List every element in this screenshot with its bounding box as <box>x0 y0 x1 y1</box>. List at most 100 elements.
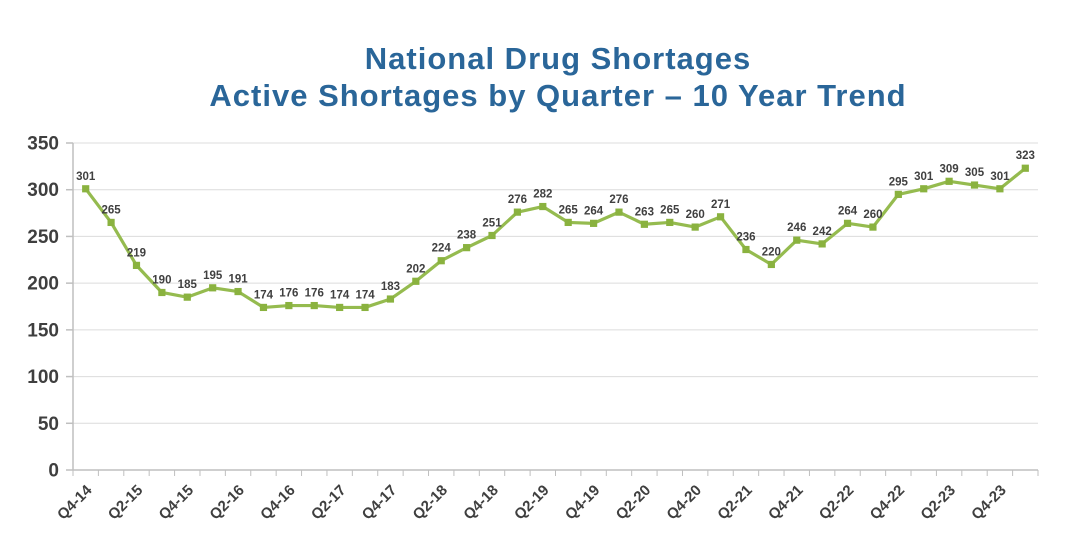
data-point-label: 185 <box>178 279 198 291</box>
data-point-marker <box>666 218 674 227</box>
data-point-label: 276 <box>508 194 527 206</box>
data-point-label: 260 <box>863 209 882 221</box>
data-point-label: 190 <box>152 274 171 286</box>
x-tick-label: Q4-21 <box>765 482 807 524</box>
data-point-marker <box>82 185 90 193</box>
data-point-marker <box>285 301 293 310</box>
x-tick-label: Q2-16 <box>206 482 248 524</box>
data-point-marker <box>158 288 166 297</box>
data-point-marker <box>513 208 522 216</box>
data-point-label: 276 <box>609 194 628 206</box>
x-tick-label: Q2-18 <box>410 482 452 524</box>
y-tick-label: 350 <box>27 134 59 155</box>
x-tick-label: Q2-19 <box>511 482 553 524</box>
data-point-label: 265 <box>559 204 579 216</box>
data-point-marker <box>336 303 344 312</box>
x-tick-label: Q4-20 <box>663 482 705 524</box>
data-point-marker <box>818 240 826 248</box>
data-point-label: 264 <box>838 205 858 217</box>
x-tick-label: Q2-20 <box>613 482 655 524</box>
data-point-marker <box>183 293 191 301</box>
data-point-marker <box>463 244 471 252</box>
data-point-marker <box>996 185 1004 193</box>
data-point-label: 176 <box>279 288 298 300</box>
data-point-marker <box>310 301 318 310</box>
data-point-label: 224 <box>432 243 452 255</box>
data-point-marker <box>589 219 598 227</box>
data-point-marker <box>716 213 725 221</box>
data-point-marker <box>894 190 902 198</box>
data-point-label: 265 <box>101 204 121 216</box>
x-tick-label: Q4-19 <box>562 482 604 524</box>
data-point-marker <box>539 202 547 211</box>
data-point-marker <box>615 208 623 216</box>
data-point-marker <box>361 303 369 312</box>
trend-line <box>84 166 1027 310</box>
data-point-label: 295 <box>889 176 909 188</box>
chart-title-line2: Active Shortages by Quarter – 10 Year Tr… <box>209 78 907 113</box>
data-point-label: 220 <box>762 246 781 258</box>
x-tick-label: Q4-16 <box>257 482 299 524</box>
data-point-label: 236 <box>736 232 755 244</box>
data-point-marker <box>386 295 395 303</box>
y-tick-label: 100 <box>27 367 59 388</box>
data-point-label: 264 <box>584 205 604 217</box>
chart-title-line1: National Drug Shortages <box>364 41 752 76</box>
data-point-label: 301 <box>76 171 96 183</box>
data-point-marker <box>209 284 217 292</box>
data-point-marker <box>1021 164 1029 172</box>
data-point-label: 219 <box>127 247 146 259</box>
x-tick-label: Q4-17 <box>359 482 401 524</box>
data-point-label: 202 <box>406 263 425 275</box>
y-tick-label: 0 <box>48 461 59 482</box>
data-point-label: 282 <box>533 189 552 201</box>
x-tick-label: Q2-15 <box>105 482 147 524</box>
data-point-label: 174 <box>254 289 274 301</box>
y-tick-label: 250 <box>27 227 59 248</box>
data-point-marker <box>132 261 141 269</box>
data-point-label: 301 <box>990 171 1010 183</box>
data-point-marker <box>564 218 572 227</box>
data-point-label: 301 <box>914 171 934 183</box>
data-point-label: 263 <box>635 206 654 218</box>
y-tick-label: 50 <box>38 414 59 435</box>
data-point-label: 242 <box>813 226 832 238</box>
data-point-marker <box>945 177 953 185</box>
data-point-label: 195 <box>203 270 223 282</box>
data-point-marker <box>970 181 979 189</box>
data-point-marker <box>412 277 420 285</box>
data-point-label: 183 <box>381 281 400 293</box>
y-tick-label: 200 <box>27 274 59 295</box>
data-point-marker <box>488 231 496 240</box>
data-point-marker <box>767 260 775 269</box>
x-tick-label: Q4-15 <box>156 482 198 524</box>
data-point-label: 191 <box>228 274 248 286</box>
data-point-marker <box>234 287 242 296</box>
data-point-marker <box>869 223 877 231</box>
data-point-label: 238 <box>457 230 477 242</box>
data-point-marker <box>691 223 699 231</box>
data-point-label: 309 <box>940 163 959 175</box>
data-point-label: 246 <box>787 222 806 234</box>
data-point-marker <box>107 218 115 227</box>
data-point-label: 265 <box>660 204 680 216</box>
y-tick-label: 300 <box>27 180 59 201</box>
x-tick-label: Q4-18 <box>460 482 502 524</box>
y-tick-label: 150 <box>27 320 59 341</box>
x-tick-label: Q2-22 <box>816 482 858 524</box>
data-point-label: 260 <box>686 209 705 221</box>
chart-title: National Drug Shortages Active Shortages… <box>18 40 1080 114</box>
data-point-marker <box>259 303 268 312</box>
x-tick-label: Q2-23 <box>917 482 959 524</box>
data-point-marker <box>920 185 928 193</box>
data-point-label: 305 <box>965 167 985 179</box>
data-point-label: 251 <box>482 217 502 229</box>
data-point-label: 271 <box>711 199 731 211</box>
data-point-marker <box>437 257 445 265</box>
data-point-marker <box>640 220 648 228</box>
x-tick-label: Q4-14 <box>54 481 96 523</box>
data-point-marker <box>843 219 852 227</box>
data-point-label: 174 <box>355 289 375 301</box>
